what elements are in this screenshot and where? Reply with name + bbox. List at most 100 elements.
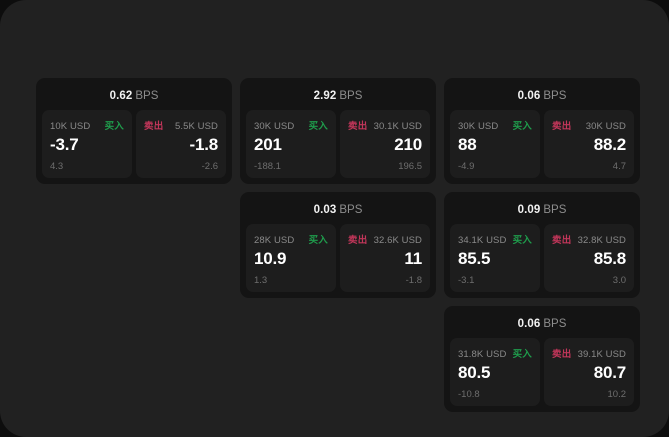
buy-panel-header: 10K USD 买入	[50, 118, 124, 132]
bps-unit: BPS	[543, 90, 567, 102]
bps-value: 0.09	[517, 204, 541, 216]
card-body: 10K USD 买入 -3.7 4.3 卖出 5.5K USD -1.8 -2.…	[42, 110, 226, 178]
sell-panel-header: 卖出 30.1K USD	[348, 118, 422, 132]
buy-panel[interactable]: 10K USD 买入 -3.7 4.3	[42, 110, 132, 178]
buy-size-label: 10K USD	[50, 121, 91, 132]
sell-action-label: 卖出	[552, 121, 572, 132]
quote-card[interactable]: 0.09 BPS 34.1K USD 买入 85.5 -3.1 卖出	[444, 192, 640, 298]
card-body: 30K USD 买入 201 -188.1 卖出 30.1K USD 210 1…	[246, 110, 430, 178]
buy-panel-header: 31.8K USD 买入	[458, 346, 532, 360]
sell-price: 11	[404, 249, 422, 268]
buy-panel[interactable]: 28K USD 买入 10.9 1.3	[246, 224, 336, 292]
card-body: 28K USD 买入 10.9 1.3 卖出 32.6K USD 11 -1.8	[246, 224, 430, 292]
sell-delta: -2.6	[201, 160, 218, 172]
sell-panel[interactable]: 卖出 32.8K USD 85.8 3.0	[544, 224, 634, 292]
buy-price: 85.5	[458, 249, 491, 268]
buy-size-label: 34.1K USD	[458, 235, 507, 246]
bps-unit: BPS	[543, 204, 567, 216]
buy-price: 88	[458, 135, 477, 154]
buy-size-label: 31.8K USD	[458, 349, 507, 360]
sell-delta: 196.5	[398, 160, 422, 172]
sell-panel[interactable]: 卖出 32.6K USD 11 -1.8	[340, 224, 430, 292]
sell-delta: 4.7	[612, 160, 626, 172]
buy-delta: 1.3	[254, 274, 268, 286]
bps-value: 0.06	[517, 318, 541, 330]
buy-panel-header: 30K USD 买入	[458, 118, 532, 132]
card-header: 0.62 BPS	[42, 84, 226, 110]
buy-action-label: 买入	[512, 121, 532, 132]
quote-card[interactable]: 0.06 BPS 30K USD 买入 88 -4.9 卖出	[444, 78, 640, 184]
buy-action-label: 买入	[104, 121, 124, 132]
quote-card[interactable]: 0.62 BPS 10K USD 买入 -3.7 4.3 卖出	[36, 78, 232, 184]
sell-panel-header: 卖出 5.5K USD	[144, 118, 218, 132]
card-body: 34.1K USD 买入 85.5 -3.1 卖出 32.8K USD 85.8…	[450, 224, 634, 292]
card-header: 0.03 BPS	[246, 198, 430, 224]
quote-card[interactable]: 0.06 BPS 31.8K USD 买入 80.5 -10.8 卖出	[444, 306, 640, 412]
buy-panel-header: 34.1K USD 买入	[458, 232, 532, 246]
buy-delta: -4.9	[458, 160, 475, 172]
quote-column-3: 0.06 BPS 30K USD 买入 88 -4.9 卖出	[444, 78, 640, 412]
sell-delta: 3.0	[612, 274, 626, 286]
bps-value: 0.06	[517, 90, 541, 102]
bps-unit: BPS	[543, 318, 567, 330]
sell-price: 210	[394, 135, 422, 154]
quote-board: 0.62 BPS 10K USD 买入 -3.7 4.3 卖出	[36, 78, 640, 412]
bps-unit: BPS	[339, 90, 363, 102]
sell-action-label: 卖出	[348, 121, 368, 132]
buy-panel-header: 30K USD 买入	[254, 118, 328, 132]
sell-panel-header: 卖出 32.6K USD	[348, 232, 422, 246]
buy-panel[interactable]: 30K USD 买入 88 -4.9	[450, 110, 540, 178]
sell-panel-header: 卖出 32.8K USD	[552, 232, 626, 246]
sell-size-label: 32.8K USD	[577, 235, 626, 246]
bps-unit: BPS	[135, 90, 159, 102]
sell-action-label: 卖出	[348, 235, 368, 246]
buy-delta: 4.3	[50, 160, 64, 172]
buy-action-label: 买入	[512, 235, 532, 246]
buy-panel[interactable]: 31.8K USD 买入 80.5 -10.8	[450, 338, 540, 406]
buy-panel[interactable]: 30K USD 买入 201 -188.1	[246, 110, 336, 178]
buy-price: 10.9	[254, 249, 287, 268]
quote-card[interactable]: 2.92 BPS 30K USD 买入 201 -188.1 卖出	[240, 78, 436, 184]
sell-panel-header: 卖出 30K USD	[552, 118, 626, 132]
sell-action-label: 卖出	[552, 235, 572, 246]
sell-delta: 10.2	[607, 388, 627, 400]
sell-size-label: 30K USD	[585, 121, 626, 132]
sell-panel[interactable]: 卖出 39.1K USD 80.7 10.2	[544, 338, 634, 406]
card-header: 2.92 BPS	[246, 84, 430, 110]
quote-card[interactable]: 0.03 BPS 28K USD 买入 10.9 1.3 卖出	[240, 192, 436, 298]
card-header: 0.06 BPS	[450, 312, 634, 338]
buy-delta: -188.1	[254, 160, 281, 172]
bps-value: 0.03	[313, 204, 337, 216]
bps-value: 2.92	[313, 90, 337, 102]
buy-action-label: 买入	[512, 349, 532, 360]
bps-unit: BPS	[339, 204, 363, 216]
sell-panel[interactable]: 卖出 30.1K USD 210 196.5	[340, 110, 430, 178]
card-header: 0.06 BPS	[450, 84, 634, 110]
buy-price: 201	[254, 135, 282, 154]
sell-price: 88.2	[593, 135, 626, 154]
sell-size-label: 5.5K USD	[174, 121, 218, 132]
buy-price: 80.5	[458, 363, 491, 382]
quote-column-2: 2.92 BPS 30K USD 买入 201 -188.1 卖出	[240, 78, 436, 298]
quote-column-1: 0.62 BPS 10K USD 买入 -3.7 4.3 卖出	[36, 78, 232, 184]
sell-price: -1.8	[189, 135, 219, 154]
sell-action-label: 卖出	[144, 121, 164, 132]
buy-delta: -10.8	[458, 388, 480, 400]
sell-action-label: 卖出	[552, 349, 572, 360]
buy-size-label: 30K USD	[458, 121, 499, 132]
card-body: 31.8K USD 买入 80.5 -10.8 卖出 39.1K USD 80.…	[450, 338, 634, 406]
buy-size-label: 28K USD	[254, 235, 295, 246]
sell-price: 85.8	[593, 249, 626, 268]
sell-size-label: 39.1K USD	[577, 349, 626, 360]
sell-panel[interactable]: 卖出 5.5K USD -1.8 -2.6	[136, 110, 226, 178]
buy-panel[interactable]: 34.1K USD 买入 85.5 -3.1	[450, 224, 540, 292]
buy-size-label: 30K USD	[254, 121, 295, 132]
sell-delta: -1.8	[405, 274, 422, 286]
sell-panel[interactable]: 卖出 30K USD 88.2 4.7	[544, 110, 634, 178]
card-body: 30K USD 买入 88 -4.9 卖出 30K USD 88.2 4.7	[450, 110, 634, 178]
buy-panel-header: 28K USD 买入	[254, 232, 328, 246]
card-header: 0.09 BPS	[450, 198, 634, 224]
bps-value: 0.62	[109, 90, 133, 102]
sell-size-label: 30.1K USD	[373, 121, 422, 132]
sell-panel-header: 卖出 39.1K USD	[552, 346, 626, 360]
